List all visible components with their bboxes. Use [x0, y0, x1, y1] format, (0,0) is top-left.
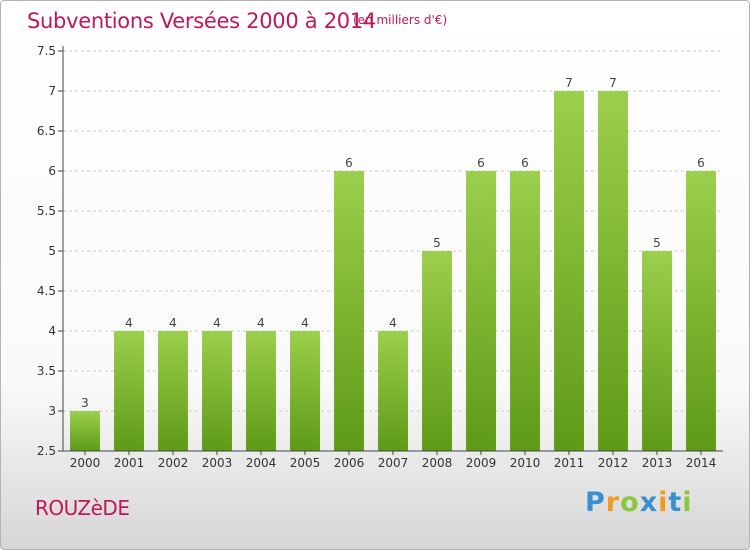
x-tick-label: 2008 [422, 456, 453, 470]
bar [642, 251, 672, 451]
y-tick-label: 7 [48, 84, 56, 98]
logo-letter: i [658, 487, 669, 518]
bar [334, 171, 364, 451]
data-label: 6 [477, 156, 485, 170]
y-tick-label: 4 [48, 324, 56, 338]
bar [114, 331, 144, 451]
x-tick-label: 2005 [290, 456, 321, 470]
x-tick-label: 2013 [642, 456, 673, 470]
bar [466, 171, 496, 451]
chart-subtitle: (en milliers d'€) [353, 13, 448, 27]
bars [70, 91, 716, 451]
x-tick-label: 2009 [466, 456, 497, 470]
x-tick-label: 2002 [158, 456, 189, 470]
labels: 2.5 3 3.5 4 4.5 5 5.5 6 6.5 7 7.5 3 2000 4 2001 4 2002 4 2… [37, 44, 716, 470]
x-tick-label: 2003 [202, 456, 233, 470]
logo-letter: o [620, 487, 640, 518]
data-label: 4 [257, 316, 265, 330]
data-label: 4 [125, 316, 133, 330]
x-tick-label: 2001 [114, 456, 145, 470]
y-tick-label: 2.5 [37, 444, 56, 458]
bar [422, 251, 452, 451]
bar [158, 331, 188, 451]
bar [510, 171, 540, 451]
data-label: 4 [169, 316, 177, 330]
data-label: 7 [609, 76, 617, 90]
data-label: 4 [389, 316, 397, 330]
y-tick-label: 4.5 [37, 284, 56, 298]
data-label: 4 [301, 316, 309, 330]
x-tick-label: 2007 [378, 456, 409, 470]
chart-title: Subventions Versées 2000 à 2014 [27, 9, 376, 33]
data-label: 5 [433, 236, 441, 250]
logo-letter: i [682, 487, 693, 518]
y-tick-label: 6 [48, 164, 56, 178]
axes [58, 46, 723, 455]
y-tick-label: 5 [48, 244, 56, 258]
bar [378, 331, 408, 451]
y-tick-label: 3 [48, 404, 56, 418]
bar [686, 171, 716, 451]
x-tick-label: 2011 [554, 456, 585, 470]
data-label: 7 [565, 76, 573, 90]
bar [202, 331, 232, 451]
x-tick-label: 2012 [598, 456, 629, 470]
x-tick-label: 2000 [70, 456, 101, 470]
x-tick-label: 2014 [686, 456, 717, 470]
logo-letter: r [605, 487, 621, 518]
y-tick-label: 7.5 [37, 44, 56, 58]
bar [598, 91, 628, 451]
logo-letter: P [585, 487, 606, 518]
bar [246, 331, 276, 451]
data-label: 3 [81, 396, 89, 410]
x-tick-label: 2004 [246, 456, 277, 470]
bar [554, 91, 584, 451]
data-label: 6 [345, 156, 353, 170]
logo-letter: x [639, 487, 659, 518]
data-label: 5 [653, 236, 661, 250]
commune-name: ROUZèDE [35, 496, 130, 520]
data-label: 4 [213, 316, 221, 330]
x-tick-label: 2006 [334, 456, 365, 470]
bar [290, 331, 320, 451]
logo-letter: t [668, 487, 683, 518]
y-tick-label: 6.5 [37, 124, 56, 138]
y-tick-label: 3.5 [37, 364, 56, 378]
proxiti-logo[interactable]: Proxiti [585, 487, 693, 518]
data-label: 6 [521, 156, 529, 170]
x-tick-label: 2010 [510, 456, 541, 470]
data-label: 6 [697, 156, 705, 170]
bar [70, 411, 100, 451]
y-tick-label: 5.5 [37, 204, 56, 218]
